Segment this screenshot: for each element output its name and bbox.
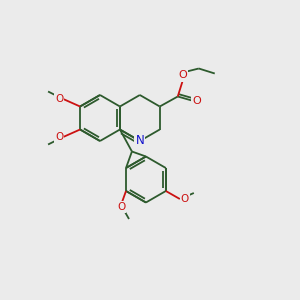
Text: O: O (192, 95, 201, 106)
Text: O: O (55, 133, 63, 142)
Text: N: N (136, 134, 144, 148)
Text: O: O (55, 94, 63, 103)
Text: O: O (178, 70, 187, 80)
Text: O: O (117, 202, 125, 212)
Text: O: O (181, 194, 189, 204)
